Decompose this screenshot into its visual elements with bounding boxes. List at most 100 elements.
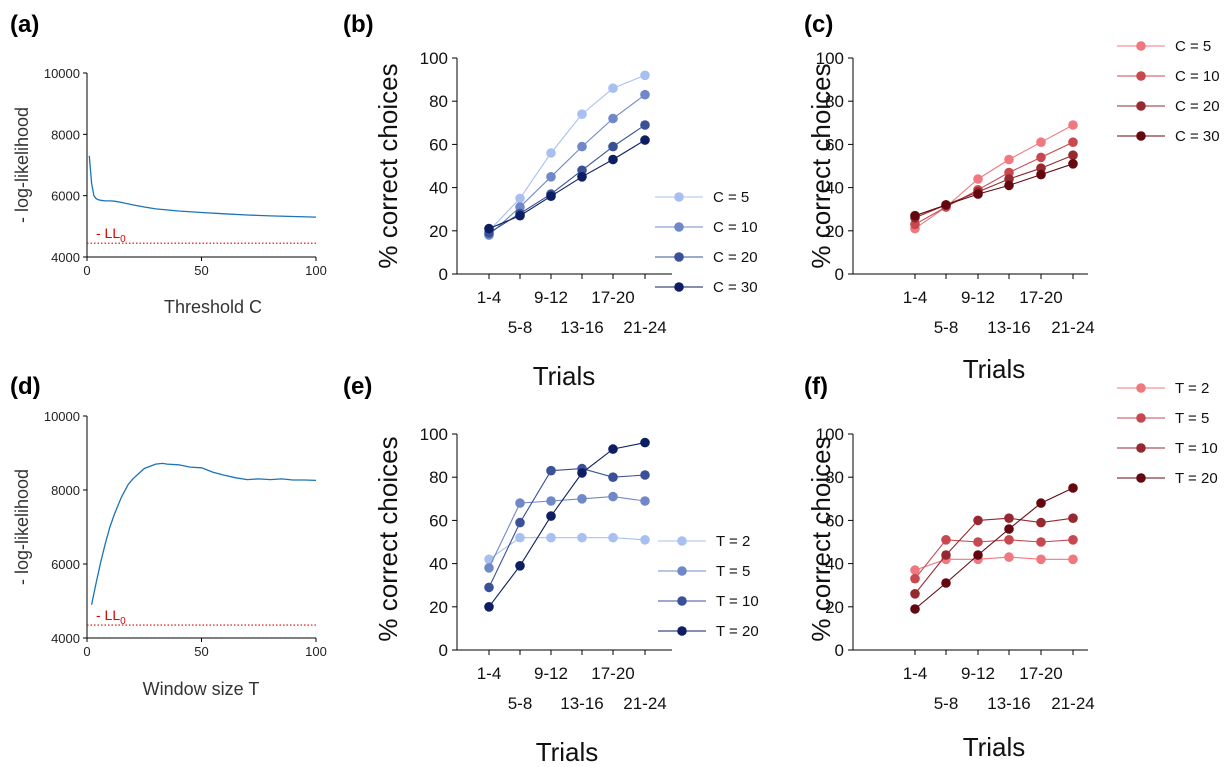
ll0-label: - LL0 [96,607,126,627]
data-point [546,148,556,158]
data-point [941,578,951,588]
y-tick-label: 100 [816,425,844,444]
panel-label-a: (a) [10,11,39,38]
legend-label: C = 10 [713,219,758,236]
x-tick-label: 100 [305,644,327,659]
series-3 [910,150,1078,223]
x-tick-label: 50 [194,644,208,659]
data-point [973,537,983,547]
data-point [1068,159,1078,169]
data-point [1004,513,1014,523]
x-tick-label: 9-12 [534,664,568,683]
legend-label: T = 20 [716,623,759,640]
y-axis-label: % correct choices [806,63,836,268]
data-point [640,470,650,480]
data-point [515,193,525,204]
y-tick-label: 0 [439,641,448,660]
series-1 [910,120,1078,234]
legend-label: T = 10 [1175,440,1218,457]
y-tick-label: 60 [429,511,448,530]
data-point [910,589,920,599]
data-point [546,496,556,506]
legend-label: T = 2 [1175,380,1209,397]
x-tick-label: 17-20 [1019,664,1062,683]
series-line [488,139,646,230]
legend-marker [1136,383,1146,393]
series-line [914,141,1074,225]
data-point [1068,137,1078,147]
data-point [1004,535,1014,545]
y-tick-label: 40 [825,555,844,574]
series-line [488,94,646,236]
panel-e: (e) 0 20 40 60 80 100 1-4 5-89-12 13-16 17-20 21-24… [343,373,759,767]
data-point [973,189,983,199]
x-tick-label: 5-8 [508,694,533,713]
data-point [515,498,525,508]
legend-label: C = 30 [713,279,758,296]
series-line [488,468,646,588]
legend-label: C = 30 [1175,128,1220,145]
data-point [640,135,650,145]
data-point [640,437,650,448]
y-tick-label: 10000 [44,409,80,424]
legend-label: C = 5 [1175,38,1211,55]
x-tick-label: 1-4 [477,664,502,683]
data-point [640,535,650,545]
panel-label-b: (b) [343,11,374,38]
data-point [640,120,650,130]
y-tick-label: 0 [835,641,844,660]
x-tick-label: 21-24 [1051,694,1094,713]
data-point [973,550,983,560]
y-tick-label: 20 [825,598,844,617]
data-point [608,83,618,93]
series-line [914,517,1074,595]
x-tick-label: 9-12 [534,288,568,307]
legend-marker [677,596,687,606]
legend-marker [1136,41,1146,51]
legend-marker [1136,131,1146,141]
series-2 [484,89,650,240]
x-axis-label: Trials [533,361,596,391]
series-line [914,539,1074,580]
series-line [488,537,646,560]
y-tick-label: 0 [835,265,844,284]
series-2 [910,137,1078,230]
y-axis-label: - log-likelihood [12,469,32,585]
legend-marker [1136,101,1146,111]
data-point [640,89,650,100]
ll0-label-main: - LL [96,607,120,623]
data-point [608,141,618,152]
x-tick-label: 13-16 [987,318,1030,337]
data-point [577,468,587,478]
series-3 [484,120,650,238]
y-tick-label: 0 [439,265,448,284]
data-point [910,573,920,584]
data-point [1036,169,1046,180]
panel-b: (b) 0 20 40 60 80 100 1-4 5-89-12 13-16 17-20 21-24… [343,11,758,391]
data-point [1068,483,1078,493]
data-point [1036,537,1046,547]
x-tick-label: 21-24 [1051,318,1094,337]
legend-label: T = 2 [716,533,750,550]
y-tick-label: 10000 [44,66,80,81]
legend-marker [674,282,684,292]
data-point [608,491,618,502]
data-point [608,444,618,454]
legend-label: T = 10 [716,593,759,610]
y-tick-label: 80 [429,92,448,111]
x-tick-label: 17-20 [591,288,634,307]
series-line [914,124,1074,230]
data-point [640,70,650,81]
legend-label: T = 5 [1175,410,1209,427]
y-tick-label: 8000 [51,483,80,498]
data-point [941,200,951,210]
data-point [1004,154,1014,165]
data-point [484,602,494,612]
data-point [1004,180,1014,191]
y-tick-label: 100 [816,49,844,68]
data-point [515,532,525,543]
data-point [1068,554,1078,565]
data-point [1004,552,1014,562]
